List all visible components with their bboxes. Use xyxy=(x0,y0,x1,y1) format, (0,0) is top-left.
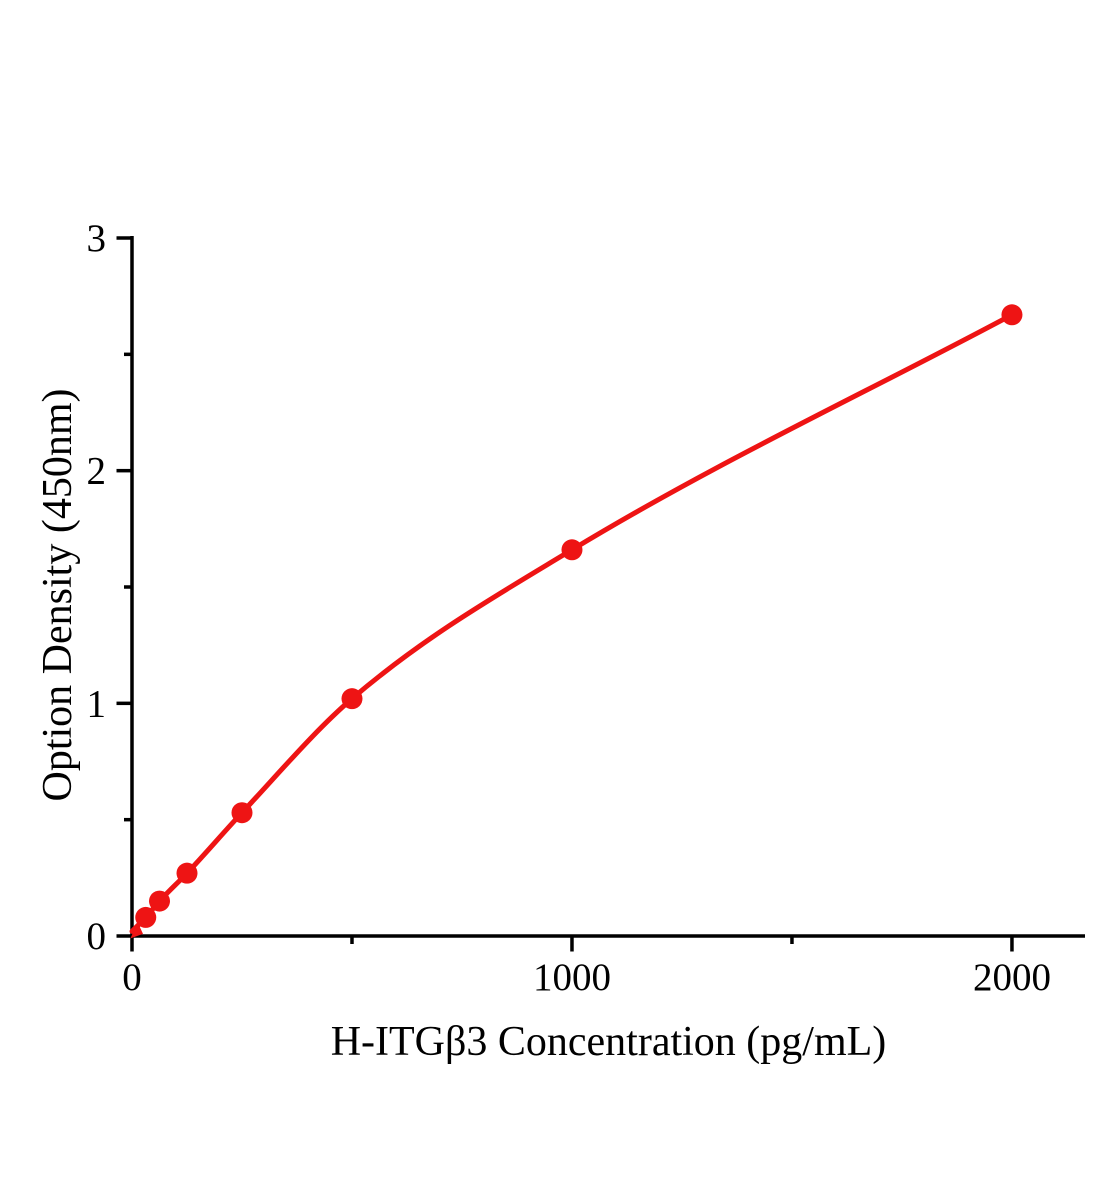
fit-curve xyxy=(129,312,1015,934)
data-point xyxy=(1001,304,1023,326)
x-tick-label: 1000 xyxy=(533,956,611,999)
data-point xyxy=(149,890,170,912)
y-tick-label: 1 xyxy=(87,682,107,725)
y-tick-label: 2 xyxy=(87,450,107,493)
curve-origin-arrow xyxy=(130,921,143,939)
x-tick-label: 0 xyxy=(122,956,142,999)
x-tick-label: 2000 xyxy=(973,956,1051,999)
axes-layer xyxy=(116,236,1085,952)
labels-layer: 0 1000 2000 0 1 2 3 H-ITGβ3 Concentration (pg/m… xyxy=(35,217,1051,1065)
data-point xyxy=(561,539,583,561)
y-axis-title: Option Density (450nm) xyxy=(35,389,81,802)
data-point xyxy=(135,906,157,928)
data-point xyxy=(341,688,363,710)
data-point xyxy=(231,802,253,824)
y-tick-label: 3 xyxy=(87,217,107,260)
x-axis-title: H-ITGβ3 Concentration (pg/mL) xyxy=(331,1019,887,1065)
data-point xyxy=(176,862,198,884)
series-layer xyxy=(129,304,1023,939)
y-tick-label: 0 xyxy=(87,915,107,958)
